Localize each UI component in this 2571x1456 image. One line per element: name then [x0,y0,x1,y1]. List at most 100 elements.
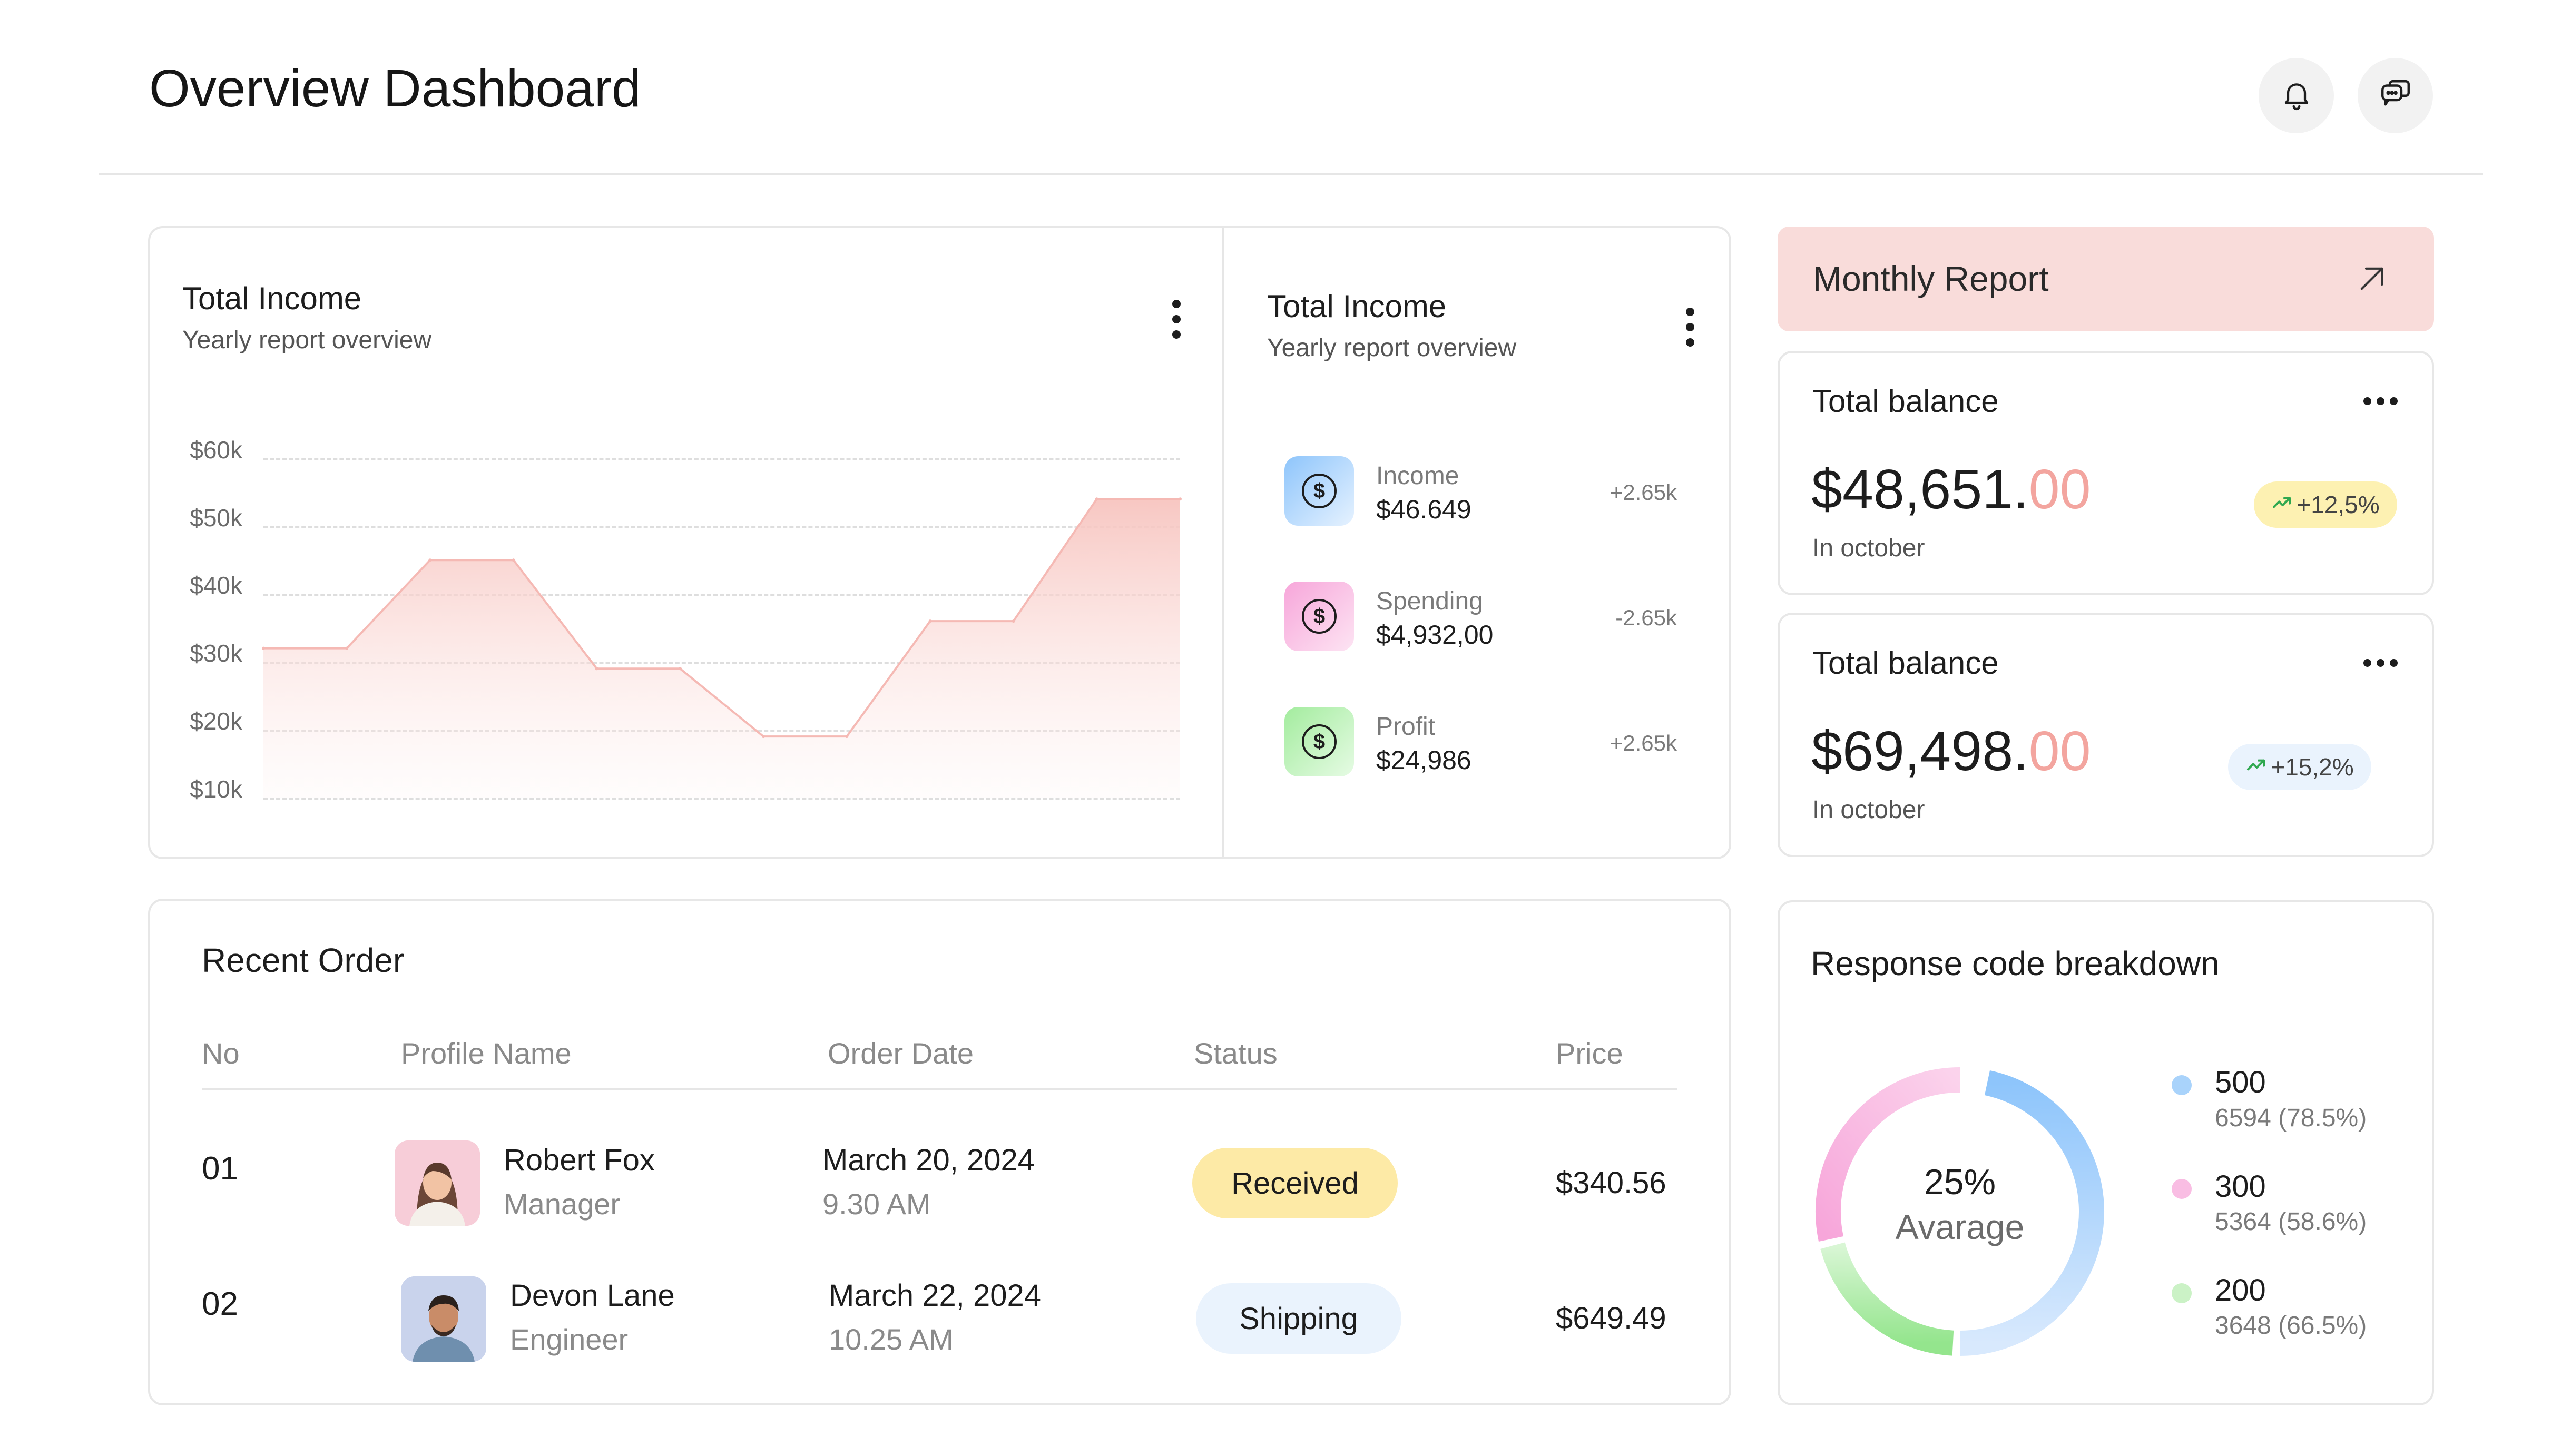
order-time: 9.30 AM [822,1187,931,1221]
column-header-profile-name: Profile Name [401,1037,572,1070]
spending-delta: -2.65k [1615,605,1677,630]
donut-segment-300 [1816,1067,1960,1242]
y-tick: $20k [190,707,242,735]
income-value: $46.649 [1376,495,1471,524]
legend-dot-200 [2172,1283,2192,1303]
legend-detail: 5364 (58.6%) [2215,1208,2367,1236]
trend-up-icon [2271,490,2292,519]
kebab-menu-icon [1172,300,1181,308]
income-card-divider [1222,228,1224,857]
spending-label: Spending [1376,587,1483,615]
y-tick: $10k [190,775,242,803]
income-data-point [1095,497,1098,501]
income-summary-menu-button[interactable] [1680,308,1701,347]
income-data-point [262,646,265,650]
income-data-point [678,667,682,671]
more-horizontal-icon [2363,397,2371,405]
income-data-point [428,558,432,562]
notifications-button[interactable] [2259,58,2334,133]
spending-value: $4,932,00 [1376,620,1494,650]
order-price: $649.49 [1556,1301,1666,1335]
balance-menu-button[interactable] [2363,659,2398,667]
chat-icon [2378,77,2413,114]
status-badge[interactable]: Received [1192,1148,1398,1218]
profile-name: Devon Lane [510,1278,675,1313]
income-chart-subtitle: Yearly report overview [182,326,432,354]
income-data-point [845,735,849,739]
order-number: 02 [202,1286,238,1322]
profile-role: Engineer [510,1323,629,1356]
income-icon-box: $ [1284,456,1354,526]
monthly-report-label: Monthly Report [1813,259,2049,298]
balance-amount: $48,651.00 [1811,458,2091,520]
y-tick: $30k [190,640,242,667]
arrow-up-right-icon [2354,261,2389,299]
income-chart-menu-button[interactable] [1166,300,1187,339]
donut-center-value: 25% [1924,1162,1996,1202]
donut-segment-200 [1820,1242,1954,1356]
balance-change-badge: +12,5% [2254,481,2397,528]
spending-icon-box: $ [1284,582,1354,651]
y-tick: $50k [190,504,242,532]
income-summary-subtitle: Yearly report overview [1267,334,1517,362]
income-chart-title: Total Income [182,281,362,316]
avatar [401,1276,486,1362]
balance-note: In october [1812,534,1925,562]
grid-line [263,594,1180,596]
income-data-point [1179,497,1182,501]
balance-menu-button[interactable] [2363,397,2398,405]
grid-line [263,798,1180,800]
monthly-report-button[interactable]: Monthly Report [1778,227,2434,331]
balance-card-1 [1778,351,2434,595]
income-data-point [928,619,932,623]
legend-detail: 6594 (78.5%) [2215,1104,2367,1132]
order-price: $340.56 [1556,1166,1666,1200]
trend-up-icon [2245,753,2266,781]
messages-button[interactable] [2358,58,2433,133]
status-badge[interactable]: Shipping [1196,1283,1401,1354]
balance-amount: $69,498.00 [1811,720,2091,782]
legend-code: 500 [2215,1065,2266,1099]
recent-order-title: Recent Order [202,941,405,979]
balance-note: In october [1812,796,1925,824]
column-header-order-date: Order Date [828,1037,974,1070]
response-breakdown-title: Response code breakdown [1811,945,2220,982]
balance-change-value: +12,5% [2297,491,2380,518]
legend-code: 200 [2215,1273,2266,1307]
income-data-point [345,646,349,650]
income-data-point [762,735,766,739]
more-horizontal-icon [2363,659,2371,667]
profile-name: Robert Fox [504,1143,655,1177]
profit-label: Profit [1376,713,1436,741]
donut-center-label: Avarage [1895,1207,2025,1246]
order-date: March 22, 2024 [829,1278,1042,1313]
balance-change-value: +15,2% [2271,753,2354,781]
header-divider [99,173,2483,175]
balance-change-badge: +15,2% [2228,744,2371,790]
grid-line [263,526,1180,528]
table-header-divider [202,1088,1677,1090]
income-data-point [595,667,598,671]
y-tick: $60k [190,436,242,464]
legend-dot-500 [2172,1075,2192,1095]
income-area-fill [263,499,1180,798]
profit-delta: +2.65k [1610,731,1677,755]
avatar [395,1140,480,1226]
income-data-point [1012,619,1015,623]
donut-segment-500 [1959,1070,2104,1356]
dollar-icon: $ [1302,599,1337,634]
bell-icon [2280,77,2313,114]
legend-detail: 3648 (66.5%) [2215,1312,2367,1340]
income-delta: +2.65k [1610,480,1677,505]
income-summary-title: Total Income [1267,289,1447,324]
legend-code: 300 [2215,1169,2266,1204]
order-date: March 20, 2024 [822,1143,1035,1177]
balance-card-2 [1778,613,2434,857]
legend-dot-300 [2172,1179,2192,1199]
page-title: Overview Dashboard [149,59,641,118]
balance-title: Total balance [1812,383,1999,419]
order-number: 01 [202,1150,238,1187]
income-label: Income [1376,462,1459,490]
kebab-menu-icon [1686,308,1694,316]
